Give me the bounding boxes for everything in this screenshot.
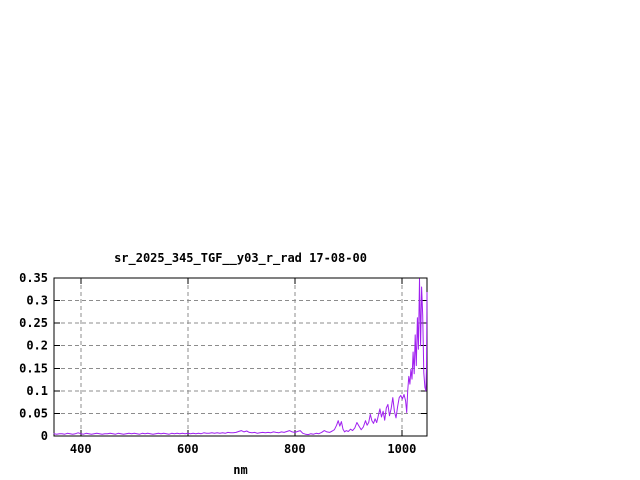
chart-title: sr_2025_345_TGF__y03_r_rad 17-08-00 <box>114 251 367 265</box>
x-axis-label: nm <box>233 463 248 477</box>
y-tick-label: 0.1 <box>26 384 48 398</box>
plot-border <box>53 277 428 437</box>
y-tick-label: 0.3 <box>26 294 48 308</box>
series-line <box>53 278 428 436</box>
tick-labels: 400 600 800 1000 0 0.05 0.1 0.15 0.2 0.25 0.3 0.35 <box>19 271 416 456</box>
y-tick-label: 0 <box>41 429 48 443</box>
y-tick-label: 0.35 <box>19 271 48 285</box>
y-tick-label: 0.05 <box>19 406 48 420</box>
gridlines <box>54 278 427 436</box>
y-tick-label: 0.2 <box>26 339 48 353</box>
x-tick-label: 800 <box>284 442 306 456</box>
x-tick-label: 1000 <box>387 442 416 456</box>
x-tick-label: 400 <box>70 442 92 456</box>
y-tick-label: 0.25 <box>19 316 48 330</box>
x-tick-label: 600 <box>177 442 199 456</box>
y-tick-label: 0.15 <box>19 361 48 375</box>
tick-marks <box>54 277 427 437</box>
